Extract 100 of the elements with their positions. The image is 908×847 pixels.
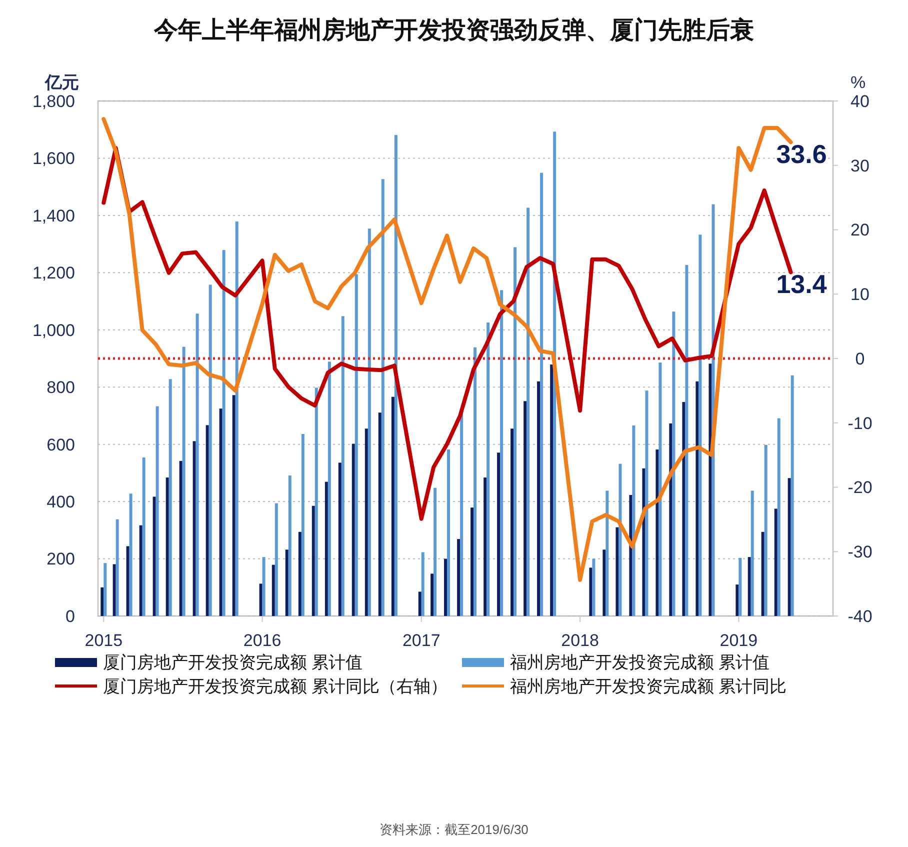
- bar: [460, 412, 464, 616]
- bar: [219, 408, 222, 616]
- bar: [430, 574, 434, 616]
- bar: [514, 247, 517, 616]
- legend-label: 厦门房地产开发投资完成额 累计同比（右轴）: [103, 676, 448, 696]
- bar: [168, 379, 172, 616]
- bar: [285, 550, 288, 616]
- bar: [368, 228, 371, 616]
- bar: [698, 234, 702, 616]
- bar: [272, 564, 275, 616]
- bar: [526, 208, 530, 616]
- bar: [474, 347, 477, 616]
- bar: [632, 425, 636, 616]
- bar: [418, 592, 422, 616]
- bar: [328, 362, 331, 616]
- y-tick-label: 1,600: [32, 149, 75, 168]
- bar: [301, 434, 304, 616]
- bar: [629, 494, 632, 616]
- bar: [179, 460, 182, 616]
- y2-axis-title: %: [850, 73, 866, 92]
- bar: [457, 539, 460, 616]
- bar: [126, 546, 130, 616]
- bar: [470, 508, 474, 616]
- y2-tick-label: -20: [848, 478, 872, 498]
- legend-label: 福州房地产开发投资完成额 累计同比: [510, 676, 787, 696]
- text: 资料来源：截至2019/6/30: [380, 822, 528, 837]
- bar: [658, 362, 662, 616]
- x-tick-label: 2016: [243, 631, 282, 650]
- y-tick-label: 1,400: [32, 206, 75, 226]
- y-tick-label: 1,000: [32, 320, 75, 340]
- bar: [156, 406, 159, 616]
- y2-tick-label: 0: [855, 349, 865, 368]
- bar: [618, 464, 622, 616]
- bar: [790, 375, 794, 616]
- legend-label: 福州房地产开发投资完成额 累计值: [510, 652, 770, 672]
- bar: [338, 462, 342, 616]
- y2-tick-label: 30: [850, 156, 870, 176]
- bar: [312, 506, 315, 616]
- bar: [232, 395, 236, 616]
- bar: [324, 482, 328, 616]
- bar: [352, 444, 355, 616]
- y-tick-label: 1,800: [32, 92, 75, 111]
- bar: [206, 425, 209, 616]
- y-tick-label: 200: [46, 550, 75, 569]
- bar: [381, 179, 384, 616]
- bar: [669, 423, 672, 616]
- bar: [592, 558, 596, 616]
- y-axis-title: 亿元: [44, 73, 79, 92]
- bar: [142, 457, 146, 616]
- y2-tick-label: -30: [848, 542, 872, 562]
- bar: [537, 381, 540, 616]
- bar: [500, 290, 504, 616]
- bar: [616, 527, 619, 616]
- bar: [606, 490, 609, 616]
- bar: [550, 364, 554, 616]
- bar: [259, 584, 262, 616]
- bar: [129, 494, 132, 616]
- x-tick-label: 2018: [561, 631, 599, 650]
- bar: [421, 552, 424, 616]
- bar: [314, 388, 318, 616]
- bar: [139, 525, 142, 616]
- bar: [486, 322, 490, 616]
- bar: [589, 568, 592, 616]
- bar: [116, 519, 119, 616]
- bar: [100, 587, 104, 616]
- data-label: 13.4: [776, 269, 828, 300]
- bar: [484, 478, 487, 616]
- bar: [341, 316, 344, 616]
- bar: [602, 550, 606, 616]
- bar: [354, 274, 358, 616]
- bar: [645, 390, 648, 616]
- bar: [166, 478, 169, 616]
- chart-title: 今年上半年福州房地产开发投资强劲反弹、厦门先胜后衰: [153, 17, 754, 44]
- bar: [685, 264, 688, 616]
- y-tick-label: 0: [66, 606, 75, 626]
- y2-tick-label: -10: [848, 414, 872, 433]
- bar: [394, 135, 398, 616]
- bar: [524, 401, 527, 616]
- bar: [196, 314, 199, 616]
- y-tick-label: 400: [46, 492, 75, 512]
- bar: [738, 558, 742, 616]
- bar: [104, 563, 107, 616]
- bar: [774, 508, 778, 616]
- bar: [262, 557, 266, 616]
- bar: [274, 503, 278, 616]
- bar: [182, 346, 186, 616]
- bar: [497, 452, 500, 616]
- bar: [764, 444, 768, 616]
- bar: [192, 441, 196, 616]
- y2-tick-label: 10: [850, 285, 870, 304]
- bar: [777, 418, 780, 616]
- y-tick-label: 1,200: [32, 264, 75, 283]
- y2-tick-label: 20: [850, 220, 870, 240]
- bar: [364, 428, 368, 616]
- bar: [235, 221, 238, 616]
- bar: [642, 468, 646, 616]
- y-tick-label: 800: [46, 378, 75, 398]
- bar: [152, 496, 156, 616]
- bar: [672, 312, 676, 616]
- bar: [761, 532, 764, 616]
